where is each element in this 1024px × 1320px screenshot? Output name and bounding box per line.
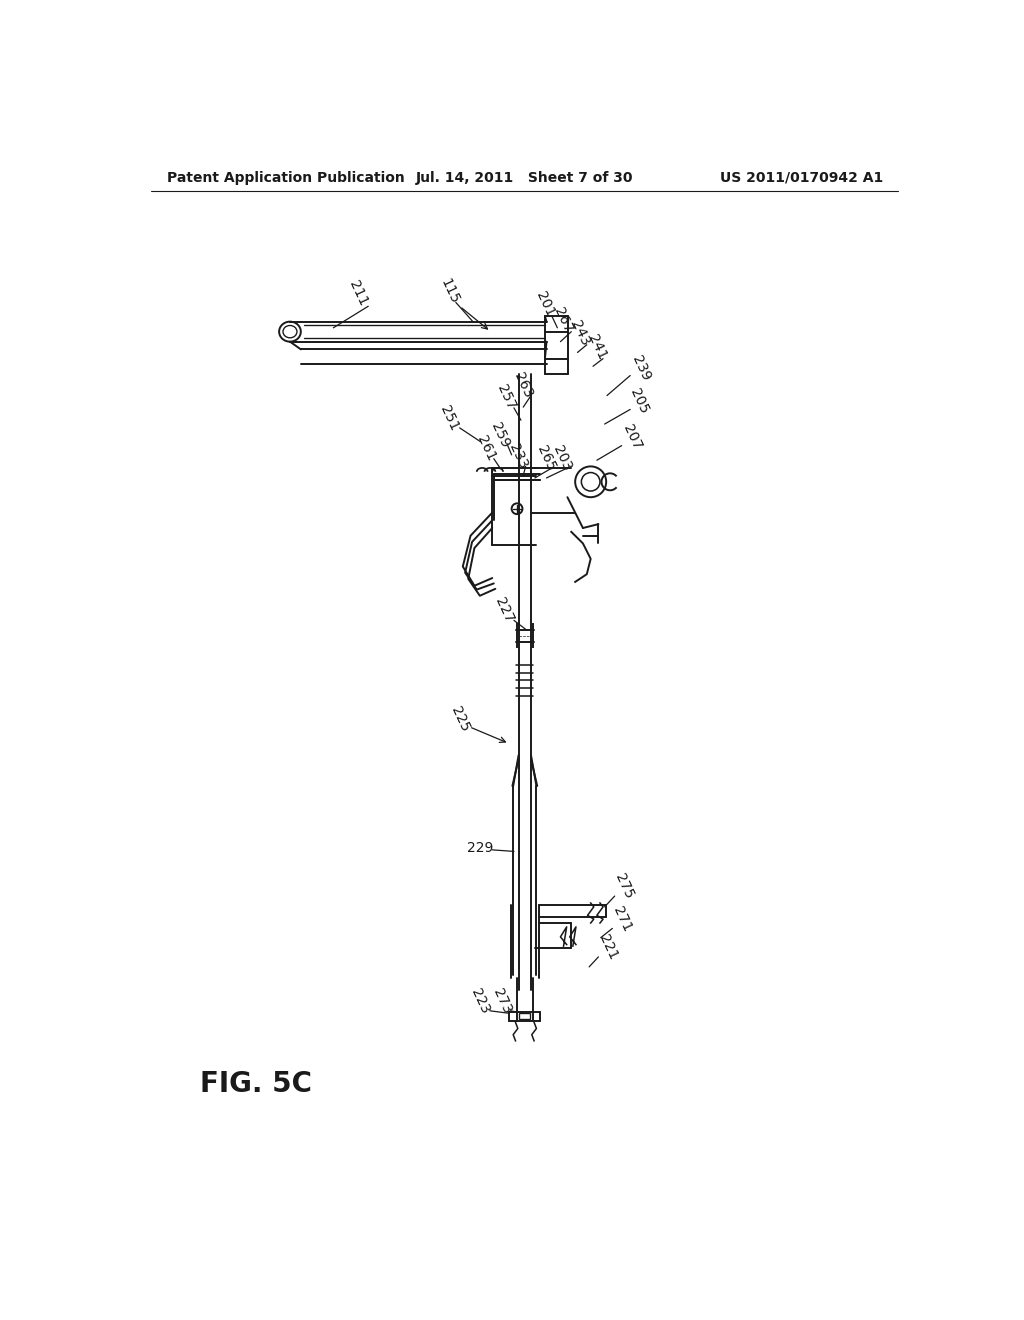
Text: 207: 207 xyxy=(620,422,644,451)
Text: 227: 227 xyxy=(492,595,516,626)
Text: 229: 229 xyxy=(467,841,494,854)
Text: 241: 241 xyxy=(585,333,609,362)
Text: 243: 243 xyxy=(568,318,592,348)
Text: 221: 221 xyxy=(597,933,621,962)
Text: 211: 211 xyxy=(346,279,370,308)
Text: US 2011/0170942 A1: US 2011/0170942 A1 xyxy=(720,170,883,185)
Text: Patent Application Publication: Patent Application Publication xyxy=(167,170,404,185)
Text: 257: 257 xyxy=(495,383,518,412)
Text: 233: 233 xyxy=(506,441,529,471)
Text: 115: 115 xyxy=(437,276,462,306)
Text: 273: 273 xyxy=(490,986,514,1016)
Text: 263: 263 xyxy=(511,371,536,400)
Text: 259: 259 xyxy=(488,421,512,450)
Text: 223: 223 xyxy=(469,986,493,1016)
Text: FIG. 5C: FIG. 5C xyxy=(200,1071,312,1098)
Text: 265: 265 xyxy=(535,444,558,474)
Text: Jul. 14, 2011   Sheet 7 of 30: Jul. 14, 2011 Sheet 7 of 30 xyxy=(416,170,634,185)
Text: 205: 205 xyxy=(628,385,651,416)
Text: 225: 225 xyxy=(447,704,472,734)
Text: 271: 271 xyxy=(610,904,634,935)
Text: 203: 203 xyxy=(550,444,573,474)
Text: 267: 267 xyxy=(552,305,575,335)
Text: 251: 251 xyxy=(437,404,462,433)
Bar xyxy=(519,1014,530,1019)
Text: 261: 261 xyxy=(474,434,498,463)
Text: 239: 239 xyxy=(629,352,653,383)
Text: 275: 275 xyxy=(612,871,636,902)
Text: 201: 201 xyxy=(534,290,557,319)
